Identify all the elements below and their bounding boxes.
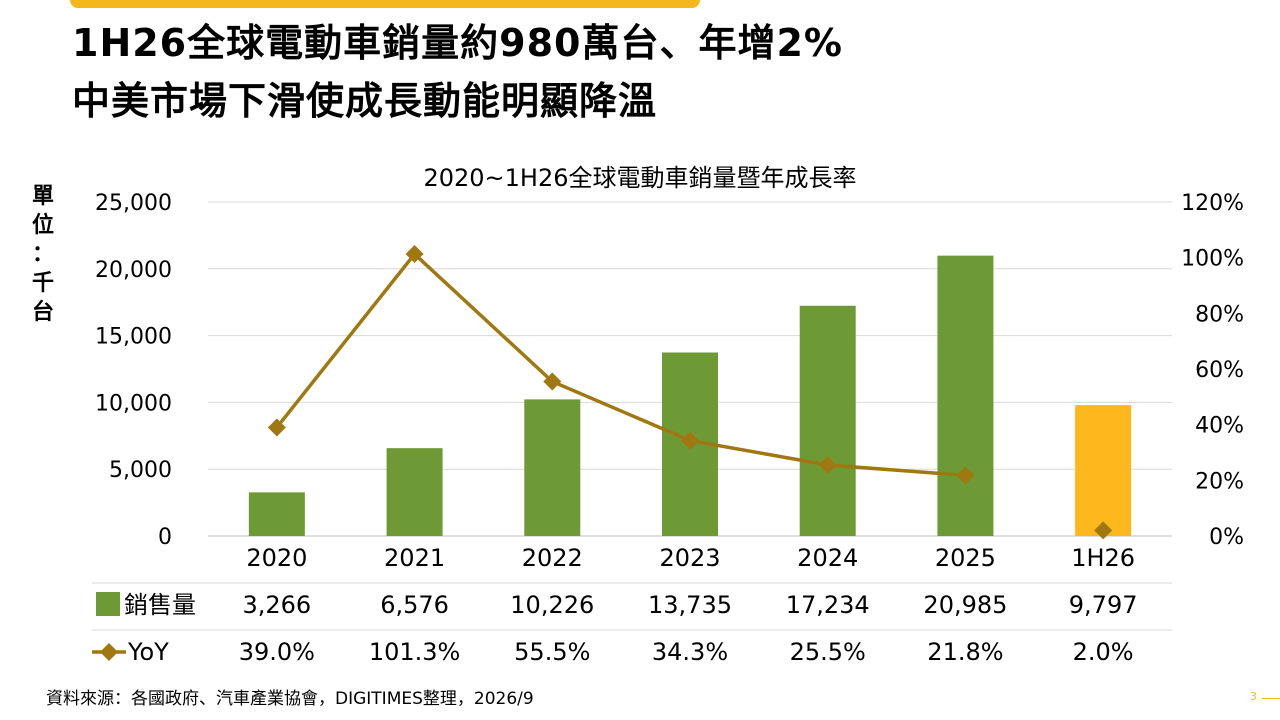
bar-2025 [937,255,994,537]
right-axis-tick-label: 120% [1181,191,1244,216]
page-number-rule [1262,698,1280,699]
category-label: 1H26 [1071,544,1135,572]
left-axis-tick-label: 5,000 [109,458,172,483]
yoy-point-2020 [267,418,286,437]
yoy-legend-label: YoY [127,638,169,666]
left-axis-tick-label: 0 [158,525,172,550]
axis-labels: 0 5,000 10,000 15,000 20,000 25,000 0% 20% 40% 60… [95,191,1244,550]
yoy-value-label: 25.5% [790,638,866,666]
chart-title: 2020~1H26全球電動車銷量暨年成長率 [423,164,856,192]
unit-char: 位 [31,213,54,238]
left-axis-tick-label: 20,000 [95,258,172,283]
data-table: 2020 3,266 39.0% 2021 6,576 101.3% 2022 10,226 5… [92,544,1172,666]
page-number: 3 [1250,690,1257,703]
bar-1h26 [1075,405,1132,536]
bar-2024 [799,305,856,536]
unit-label: 單 位 ： 千 台 [28,182,58,327]
slide-title-line-2: 中美市場下滑使成長動能明顯降溫 [72,79,658,123]
yoy-point-2023 [681,431,699,450]
unit-char: 單 [31,184,54,209]
source-note: 資料來源：各國政府、汽車產業協會，DIGITIMES整理，2026/9 [46,689,534,709]
right-axis-tick-label: 100% [1181,247,1244,272]
bar-2022 [524,399,581,536]
sales-legend-label: 銷售量 [124,591,196,619]
right-axis-tick-label: 20% [1195,469,1244,494]
yoy-line [267,245,1113,540]
yoy-value-label: 21.8% [927,638,1003,666]
yoy-value-label: 101.3% [369,638,461,666]
yoy-polyline [275,252,966,478]
right-axis-tick-label: 60% [1195,358,1244,383]
sales-value-label: 6,576 [380,591,449,619]
right-axis-tick-label: 80% [1195,302,1244,327]
yoy-value-label: 55.5% [514,638,590,666]
yoy-value-label: 34.3% [652,638,728,666]
sales-value-label: 10,226 [510,591,594,619]
left-axis-tick-label: 10,000 [95,391,172,416]
sales-value-label: 20,985 [923,591,1007,619]
sales-value-label: 3,266 [242,591,311,619]
slide-title: 1H26全球電動車銷量約980萬台、年增2% 中美市場下滑使成長動能明顯降溫 [72,14,843,130]
unit-char: 千 [31,271,54,296]
top-accent-bar [70,0,700,8]
yoy-point-2021 [405,245,424,264]
unit-char: ： [31,242,54,267]
right-axis-tick-label: 40% [1195,414,1244,439]
yoy-value-label: 39.0% [239,638,315,666]
unit-char: 台 [31,300,54,325]
left-axis-tick-label: 25,000 [95,191,172,216]
category-label: 2023 [659,544,720,572]
category-label: 2022 [522,544,583,572]
right-axis-tick-label: 0% [1209,525,1244,550]
yoy-point-1h26 [1094,521,1113,540]
category-label: 2025 [935,544,996,572]
slide-title-line-1: 1H26全球電動車銷量約980萬台、年增2% [72,21,843,65]
sales-value-label: 17,234 [786,591,870,619]
category-label: 2024 [797,544,858,572]
category-label: 2021 [384,544,445,572]
yoy-value-label: 2.0% [1073,638,1134,666]
bar-2020 [248,492,305,536]
yoy-point-2024 [818,456,837,475]
sales-legend-swatch [96,592,120,616]
yoy-legend-diamond [100,643,118,661]
sales-value-label: 9,797 [1069,591,1138,619]
yoy-point-2022 [543,372,562,391]
category-label: 2020 [246,544,307,572]
sales-bars [248,255,1132,537]
sales-value-label: 13,735 [648,591,732,619]
bar-2021 [386,448,443,536]
left-axis-tick-label: 15,000 [95,325,172,350]
yoy-point-2025 [956,466,975,485]
